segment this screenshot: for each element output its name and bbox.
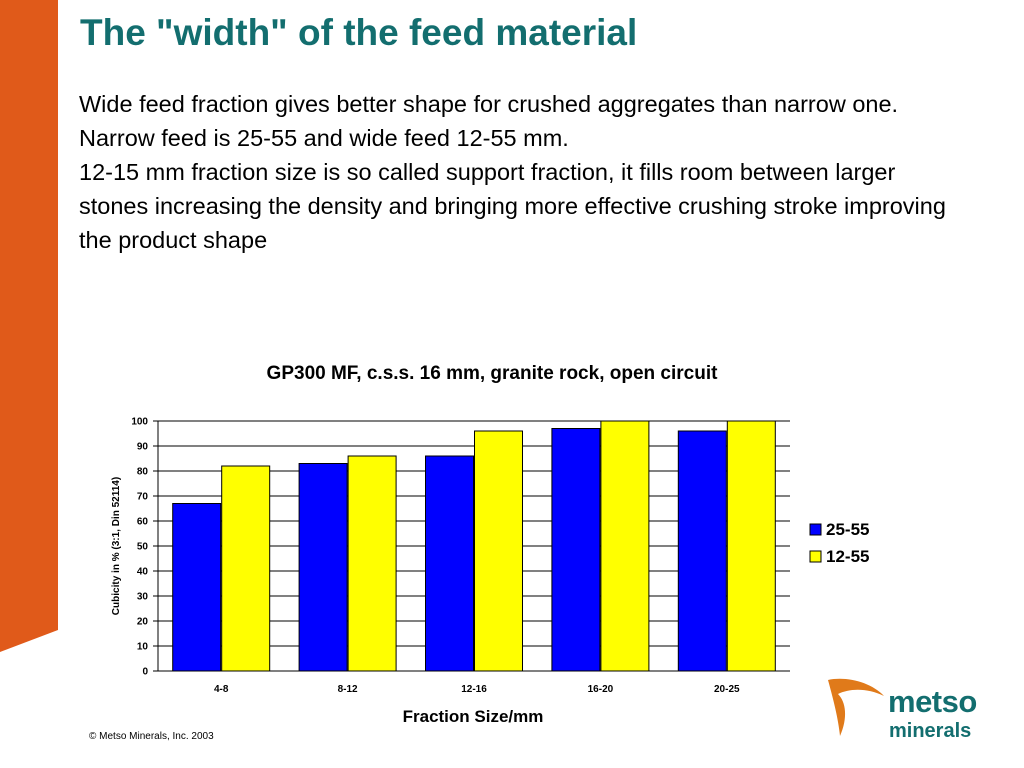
metso-swoosh-icon <box>828 678 884 736</box>
y-tick-label: 100 <box>131 417 148 428</box>
y-tick-label: 80 <box>137 467 149 478</box>
x-tick-label: 20-25 <box>714 684 740 695</box>
x-tick-label: 16-20 <box>588 684 614 695</box>
x-tick-label: 8-12 <box>338 684 358 695</box>
logo-subtitle: minerals <box>889 720 972 742</box>
bar-25-55-8-12 <box>298 463 348 672</box>
y-tick-label: 30 <box>137 592 149 603</box>
paragraph-1: Wide feed fraction gives better shape fo… <box>79 91 899 151</box>
legend-label-12-55: 12-55 <box>826 547 869 566</box>
logo-wordmark: metso <box>888 684 977 719</box>
y-tick-label: 70 <box>137 492 149 503</box>
y-tick-label: 60 <box>137 517 149 528</box>
body-text: Wide feed fraction gives better shape fo… <box>79 87 959 257</box>
y-axis-label: Cubicity in % (3:1, Din 52114) <box>111 477 122 615</box>
legend-swatch-25-55 <box>809 523 822 536</box>
x-tick-label: 4-8 <box>214 684 229 695</box>
bar-12-55-20-25 <box>726 420 776 672</box>
slide-title: The "width" of the feed material <box>80 12 638 53</box>
x-axis-label: Fraction Size/mm <box>403 707 544 726</box>
bar-25-55-20-25 <box>677 430 727 672</box>
bar-12-55-4-8 <box>221 465 271 672</box>
y-tick-label: 40 <box>137 567 149 578</box>
x-tick-label: 12-16 <box>461 684 487 695</box>
bar-12-55-12-16 <box>474 430 523 672</box>
y-tick-label: 50 <box>137 542 149 553</box>
bar-12-55-16-20 <box>600 420 650 672</box>
paragraph-2: 12-15 mm fraction size is so called supp… <box>79 159 946 253</box>
bar-25-55-12-16 <box>425 455 474 672</box>
bar-25-55-16-20 <box>551 428 601 672</box>
y-tick-label: 0 <box>142 667 148 678</box>
bar-25-55-4-8 <box>172 503 222 672</box>
y-tick-label: 20 <box>137 617 149 628</box>
bar-12-55-8-12 <box>347 455 397 672</box>
metso-logo: metso minerals <box>826 674 996 746</box>
copyright-notice: © Metso Minerals, Inc. 2003 <box>89 731 214 742</box>
legend-swatch-12-55 <box>809 550 822 563</box>
y-tick-label: 90 <box>137 442 149 453</box>
chart-title: GP300 MF, c.s.s. 16 mm, granite rock, op… <box>267 363 719 384</box>
side-accent-band <box>0 0 58 652</box>
legend-label-25-55: 25-55 <box>826 520 869 539</box>
y-tick-label: 10 <box>137 642 149 653</box>
